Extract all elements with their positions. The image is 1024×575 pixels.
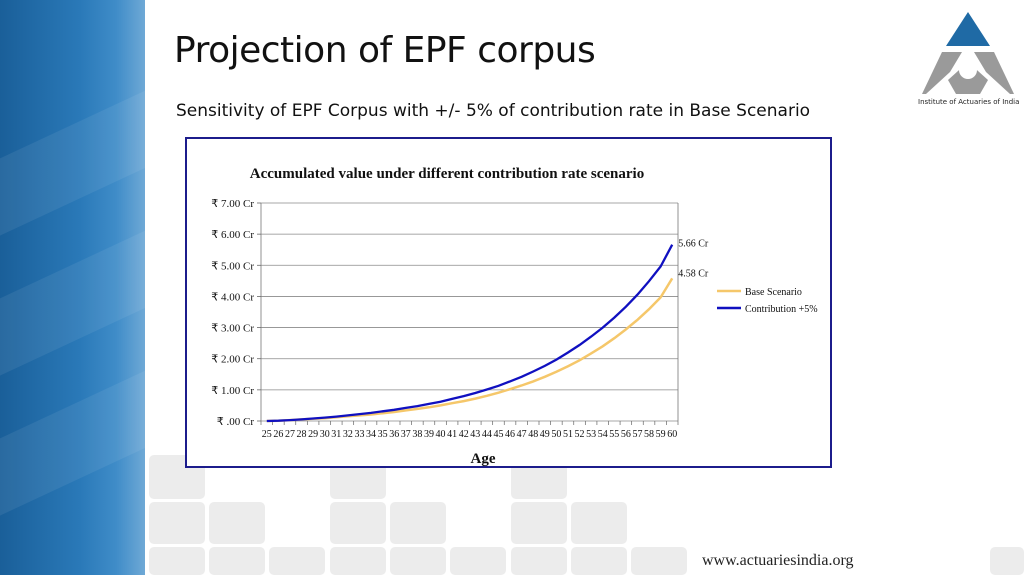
chart-grid xyxy=(260,202,679,422)
x-tick-label: 30 xyxy=(320,429,330,440)
y-tick-label: ₹ 7.00 Cr xyxy=(211,198,254,210)
logo-center xyxy=(959,61,977,79)
y-tick-label: ₹ 3.00 Cr xyxy=(211,323,254,335)
x-tick-label: 34 xyxy=(366,429,376,440)
x-tick-label: 39 xyxy=(424,429,434,440)
x-tick-label: 35 xyxy=(378,429,388,440)
x-tick-label: 53 xyxy=(586,429,596,440)
y-tick-label: ₹ 1.00 Cr xyxy=(211,385,254,397)
x-tick-label: 50 xyxy=(551,429,561,440)
y-tick-label: ₹ .00 Cr xyxy=(217,416,255,428)
x-tick-label: 42 xyxy=(459,429,469,440)
x-tick-label: 25 xyxy=(262,429,272,440)
slide-title: Projection of EPF corpus xyxy=(174,30,596,71)
y-tick-label: ₹ 6.00 Cr xyxy=(211,229,254,241)
x-tick-label: 37 xyxy=(401,429,411,440)
x-tick-label: 60 xyxy=(667,429,677,440)
x-tick-label: 51 xyxy=(563,429,573,440)
legend-label: Base Scenario xyxy=(745,287,802,298)
x-tick-label: 52 xyxy=(575,429,585,440)
x-tick-label: 47 xyxy=(517,429,527,440)
line-chart: Accumulated value under different contri… xyxy=(211,166,818,466)
series-line-base-scenario xyxy=(266,277,674,423)
institute-logo-icon xyxy=(922,12,1014,94)
chart-series xyxy=(266,244,674,423)
x-tick-label: 41 xyxy=(447,429,457,440)
x-tick-label: 26 xyxy=(273,429,283,440)
logo-top-triangle xyxy=(946,12,990,46)
x-tick-label: 36 xyxy=(389,429,399,440)
x-tick-label: 43 xyxy=(470,429,480,440)
chart-title: Accumulated value under different contri… xyxy=(250,166,644,182)
x-tick-label: 56 xyxy=(621,429,631,440)
x-tick-label: 49 xyxy=(540,429,550,440)
legend-label: Contribution +5% xyxy=(745,304,818,315)
slide-subtitle: Sensitivity of EPF Corpus with +/- 5% of… xyxy=(176,101,811,121)
series-end-label: 4.58 Cr xyxy=(678,268,709,279)
x-tick-label: 38 xyxy=(412,429,422,440)
x-tick-label: 33 xyxy=(354,429,364,440)
x-tick-label: 48 xyxy=(528,429,538,440)
x-tick-label: 54 xyxy=(598,429,608,440)
y-tick-label: ₹ 2.00 Cr xyxy=(211,354,254,366)
series-end-label: 5.66 Cr xyxy=(678,239,709,250)
x-tick-label: 57 xyxy=(632,429,642,440)
series-line-contribution-plus5 xyxy=(266,244,674,423)
logo-right-shape xyxy=(974,52,1014,94)
x-axis-label: Age xyxy=(471,451,496,466)
y-axis-ticks: ₹ .00 Cr ₹ 1.00 Cr ₹ 2.00 Cr ₹ 3.00 Cr ₹ 4.0… xyxy=(211,198,261,428)
x-tick-label: 27 xyxy=(285,429,295,440)
y-tick-label: ₹ 4.00 Cr xyxy=(211,291,254,303)
x-tick-label: 58 xyxy=(644,429,654,440)
y-tick-label: ₹ 5.00 Cr xyxy=(211,260,254,272)
x-tick-label: 32 xyxy=(343,429,353,440)
footer-url[interactable]: www.actuariesindia.org xyxy=(702,552,854,569)
series-end-labels: 4.58 Cr 5.66 Cr xyxy=(678,239,709,280)
x-tick-label: 29 xyxy=(308,429,318,440)
chart-container: Accumulated value under different contri… xyxy=(185,137,832,468)
x-tick-label: 40 xyxy=(436,429,446,440)
x-tick-label: 46 xyxy=(505,429,515,440)
x-tick-label: 59 xyxy=(656,429,666,440)
x-tick-label: 55 xyxy=(609,429,619,440)
x-tick-label: 45 xyxy=(493,429,503,440)
logo-left-shape xyxy=(922,52,962,94)
chart-legend: Base Scenario Contribution +5% xyxy=(717,287,818,315)
x-axis-ticks: 25 26 27 28 29 30 31 32 33 34 35 36 37 38 39 40 41 42 43 44… xyxy=(260,421,679,440)
left-decorative-band xyxy=(0,0,223,575)
x-tick-label: 31 xyxy=(331,429,341,440)
logo-text: Institute of Actuaries of India xyxy=(918,98,1020,106)
x-tick-label: 44 xyxy=(482,429,492,440)
x-tick-label: 28 xyxy=(297,429,307,440)
